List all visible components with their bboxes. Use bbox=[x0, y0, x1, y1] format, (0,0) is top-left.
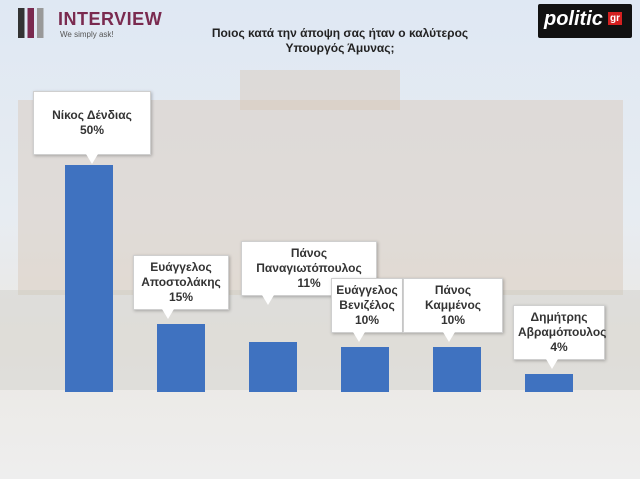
category-label: Νίκος Δένδιας bbox=[52, 108, 132, 122]
callout: Πάνος Καμμένος 10% bbox=[403, 277, 503, 342]
chart-title: Ποιος κατά την άποψη σας ήταν ο καλύτερο… bbox=[211, 26, 469, 55]
bar bbox=[249, 342, 297, 392]
value-label: 10% bbox=[440, 312, 466, 327]
value-label: 11% bbox=[297, 276, 321, 291]
bar bbox=[65, 165, 113, 392]
category-label: Πάνος Παναγιωτόπουλος bbox=[256, 246, 362, 276]
callout: Ευάγγελος Αποστολάκης 15% bbox=[133, 254, 229, 319]
background-pediment bbox=[240, 70, 400, 110]
category-label: Πάνος Καμμένος bbox=[424, 282, 482, 312]
partner-name: politic bbox=[544, 8, 603, 30]
bar bbox=[157, 323, 205, 392]
callout: Νίκος Δένδιας 50% bbox=[33, 91, 151, 164]
brand: INTERVIEW bbox=[58, 9, 163, 29]
category-label: Ευάγγελος Αποστολάκης bbox=[141, 259, 221, 289]
value-label: 15% bbox=[168, 289, 194, 304]
callout: Ευάγγελος Βενιζέλος 10% bbox=[331, 277, 403, 342]
value-label: 4% bbox=[550, 339, 568, 354]
callout: Δημήτρης Αβραμόπουλος 4% bbox=[513, 304, 607, 369]
category-label: Ευάγγελος Βενιζέλος bbox=[336, 282, 398, 312]
brand-icon bbox=[18, 8, 50, 38]
tagline: We simply ask! bbox=[60, 30, 114, 39]
partner-suffix: gr bbox=[608, 12, 622, 25]
category-label: Δημήτρης Αβραμόπουλος bbox=[518, 309, 607, 339]
value-label: 10% bbox=[354, 312, 380, 327]
value-label: 50% bbox=[79, 123, 105, 137]
bar bbox=[525, 373, 573, 392]
bar bbox=[341, 346, 389, 392]
bar bbox=[433, 346, 481, 392]
